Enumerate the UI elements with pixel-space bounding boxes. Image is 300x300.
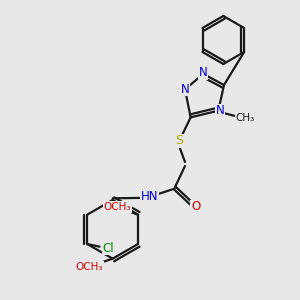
Text: HN: HN (141, 190, 158, 202)
Text: N: N (181, 83, 189, 96)
Text: S: S (175, 134, 183, 147)
Text: N: N (216, 104, 224, 117)
Text: O: O (191, 200, 200, 213)
Text: OCH₃: OCH₃ (76, 262, 103, 272)
Text: OCH₃: OCH₃ (104, 202, 131, 212)
Text: Cl: Cl (103, 242, 114, 254)
Text: CH₃: CH₃ (236, 113, 255, 123)
Text: N: N (199, 67, 208, 80)
